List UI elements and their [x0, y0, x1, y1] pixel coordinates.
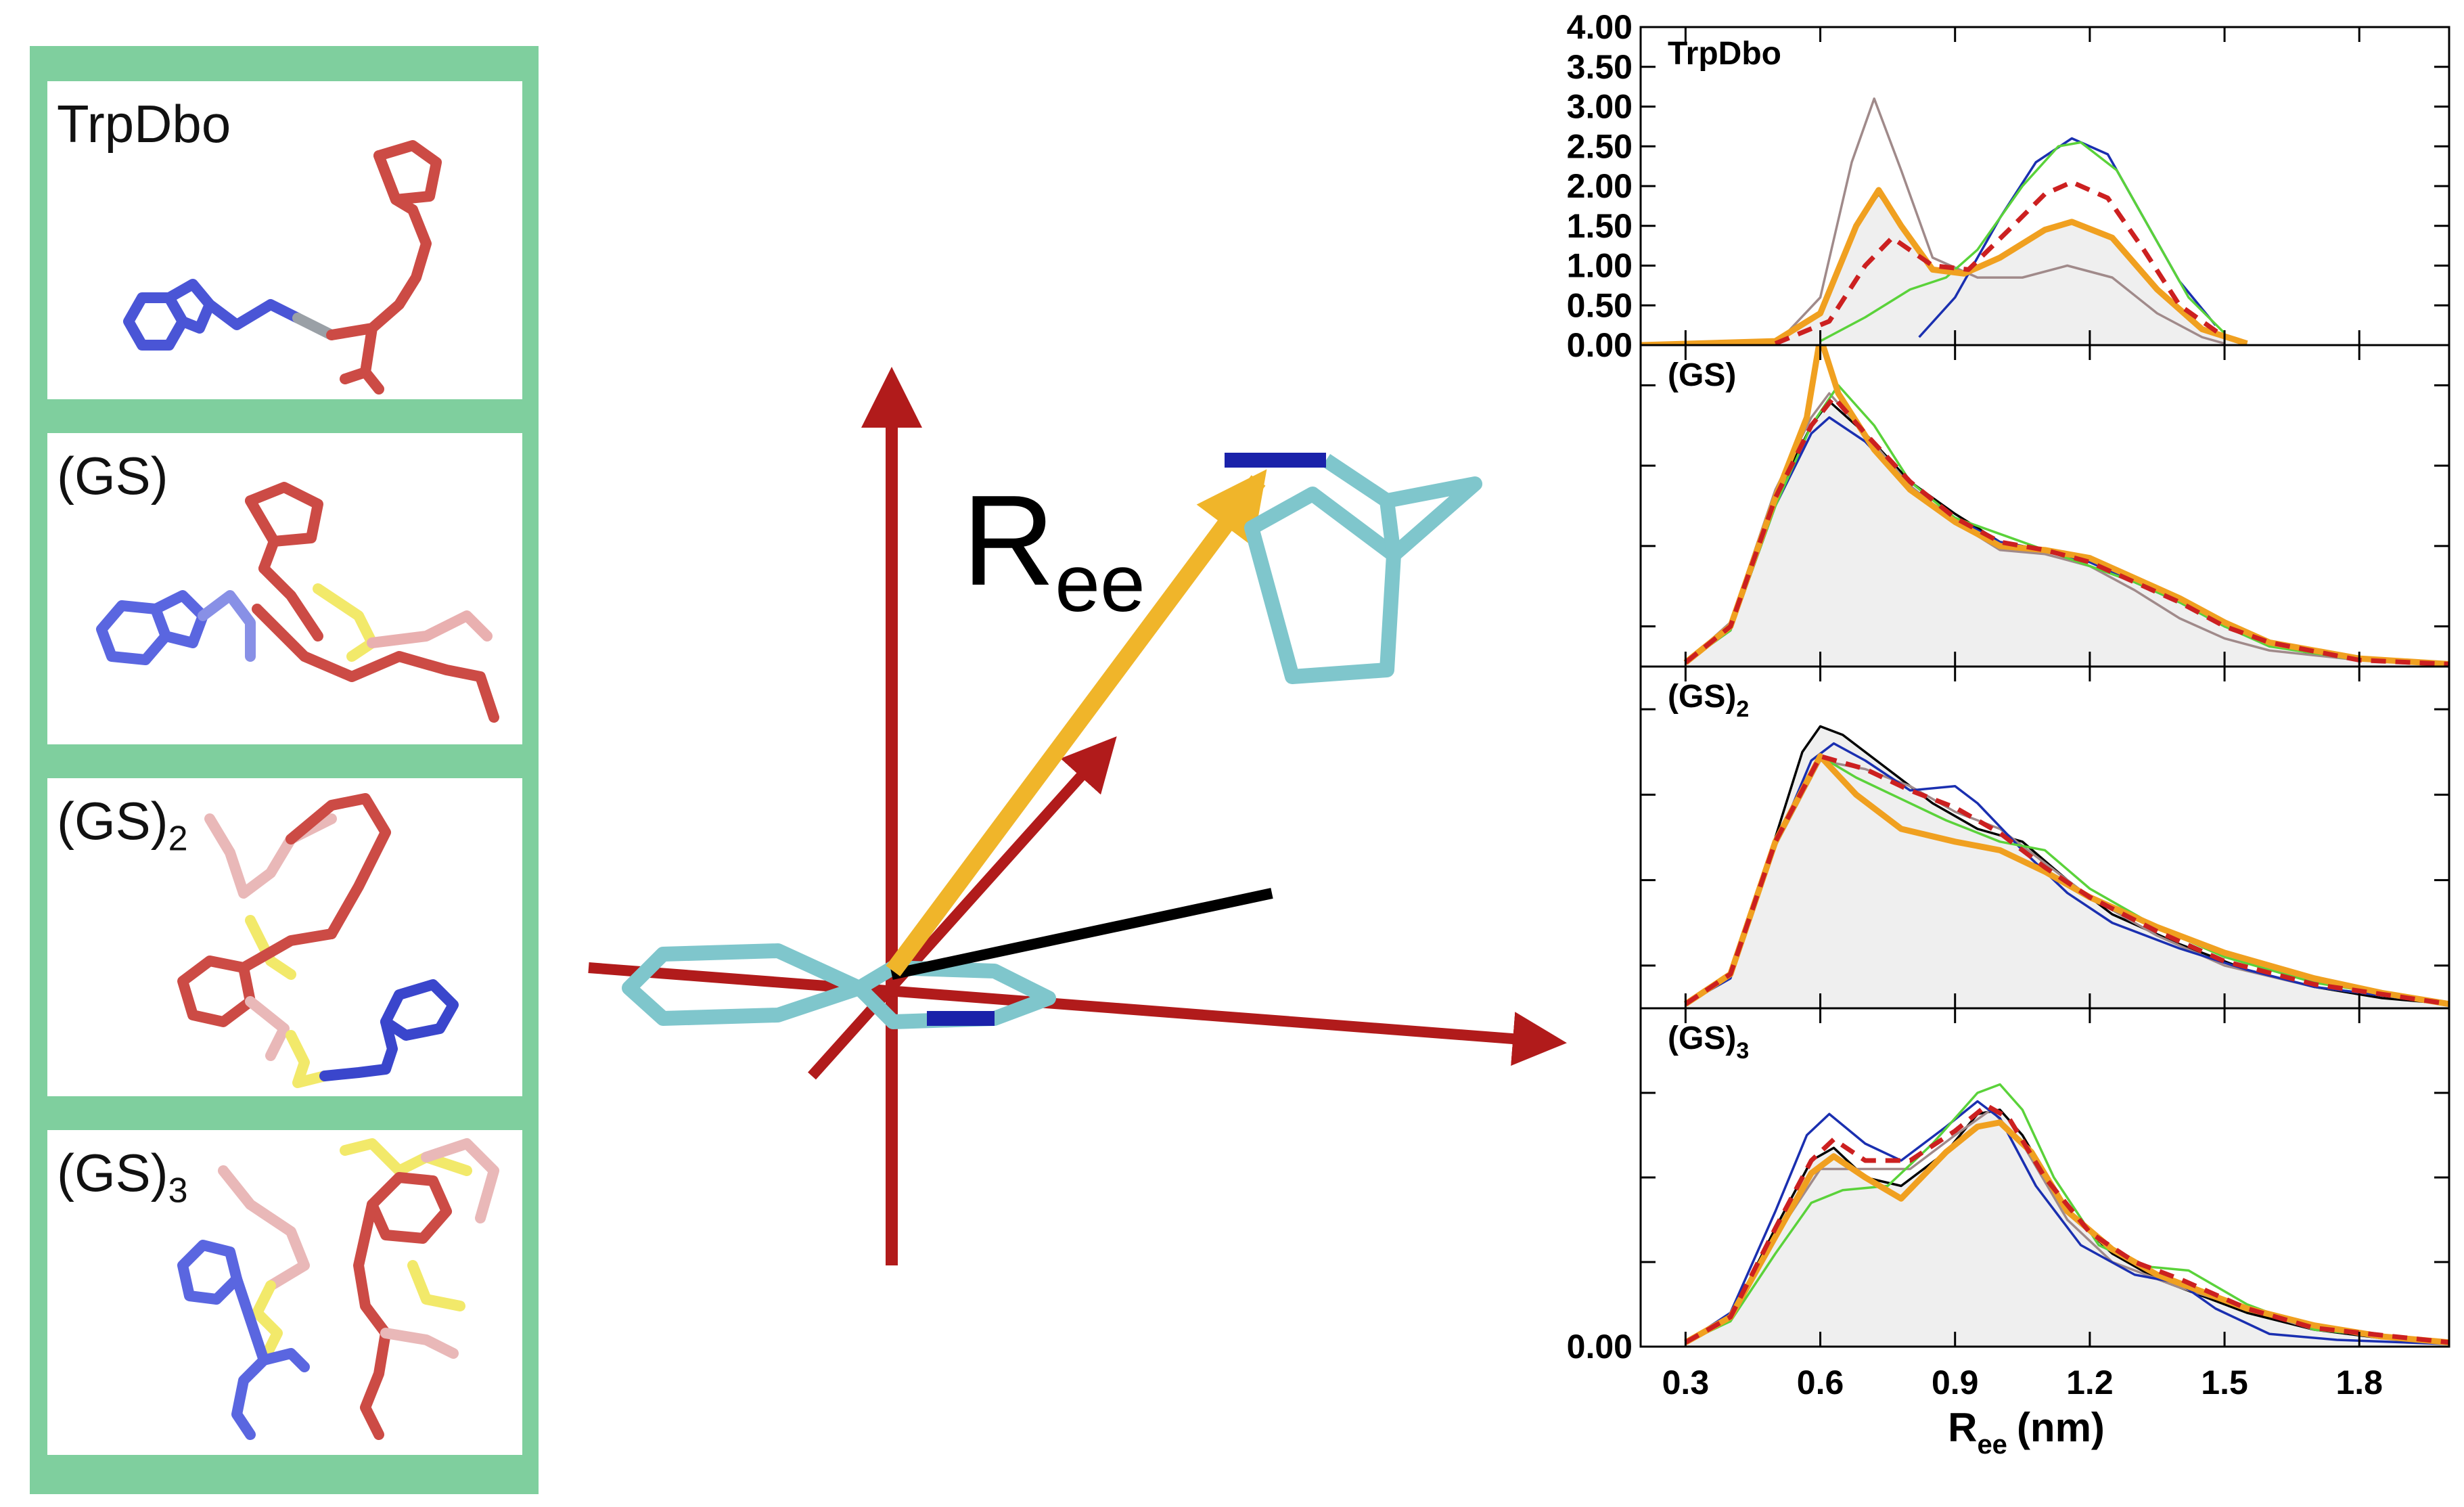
center-diagram: [588, 367, 1567, 1265]
series-line: [1685, 1083, 2449, 1344]
distribution-fill: [1685, 726, 2449, 1008]
structure-gs2: (GS)2: [47, 778, 522, 1096]
y-tick-label: 0.00: [1567, 326, 1633, 364]
y-tick-label: 2.50: [1567, 127, 1633, 165]
series-line: [1819, 141, 2226, 342]
y-tick-label: 0.00: [1567, 1328, 1633, 1366]
structure-label: (GS)2: [57, 791, 188, 859]
x-tick-label: 1.2: [2066, 1364, 2114, 1401]
panel-label: (GS): [1668, 357, 1736, 393]
panel-label: (GS)3: [1668, 1020, 1749, 1064]
series-line: [1641, 187, 2248, 345]
panel-label: (GS)2: [1668, 679, 1749, 722]
gs2-molecule: [177, 793, 459, 1088]
trpdbo-molecule: [123, 140, 442, 395]
y-tick-label: 1.00: [1567, 247, 1633, 285]
y-tick-label: 1.50: [1567, 207, 1633, 245]
chart-panel: 4.003.503.002.502.001.501.000.500.00 TrpD…: [1567, 8, 2450, 364]
y-tick-label: 3.50: [1567, 48, 1633, 86]
ree-label: Ree: [962, 469, 1145, 629]
x-tick-label: 0.9: [1932, 1364, 1979, 1401]
y-tick-label: 4.00: [1567, 8, 1633, 46]
series-line: [1774, 179, 2227, 345]
x-axis-label: Ree (nm): [1948, 1405, 2105, 1460]
structure-trpdbo: TrpDbo: [47, 81, 522, 399]
series-line: [1684, 1119, 2449, 1346]
series-line: [1685, 1100, 2449, 1345]
ree-distribution-chart: 4.003.503.002.502.001.501.000.500.00TrpD…: [1567, 8, 2450, 1460]
y-tick-label: 0.50: [1567, 286, 1633, 324]
series-line: [1683, 345, 2449, 667]
z-axis-arrow: [808, 736, 1117, 1080]
y-tick-label: 3.00: [1567, 88, 1633, 126]
x-tick-label: 0.6: [1797, 1364, 1844, 1401]
distribution-fill: [1685, 401, 2449, 667]
series-line: [1774, 97, 2225, 345]
x-axis-arrow: [588, 962, 1567, 1066]
x-tick-label: 1.5: [2201, 1364, 2248, 1401]
y-tick-label: 2.00: [1567, 167, 1633, 205]
chart-panel: (GS)2: [1639, 665, 2450, 1010]
dbo-molecule: [1244, 453, 1482, 684]
gs3-molecule: [177, 1138, 499, 1440]
structure-gs: (GS): [47, 433, 522, 744]
series-line: [1684, 754, 2449, 1007]
x-tick-label: 0.3: [1662, 1364, 1710, 1401]
structure-label: (GS): [57, 446, 168, 505]
x-tick-label: 1.8: [2335, 1364, 2383, 1401]
structure-label: TrpDbo: [57, 94, 231, 154]
chart-panel: 0.00 (GS)3: [1567, 1007, 2450, 1366]
series-line: [1684, 1103, 2449, 1345]
chart-panel: (GS): [1639, 344, 2450, 668]
structure-gs3: (GS)3: [47, 1130, 522, 1455]
ree-vector-arrow: [886, 469, 1267, 976]
black-vector: [890, 888, 1273, 980]
series-line: [1684, 395, 2449, 667]
structure-label: (GS)3: [57, 1143, 188, 1211]
panel-label: TrpDbo: [1668, 36, 1781, 72]
gs-molecule: [96, 482, 499, 723]
